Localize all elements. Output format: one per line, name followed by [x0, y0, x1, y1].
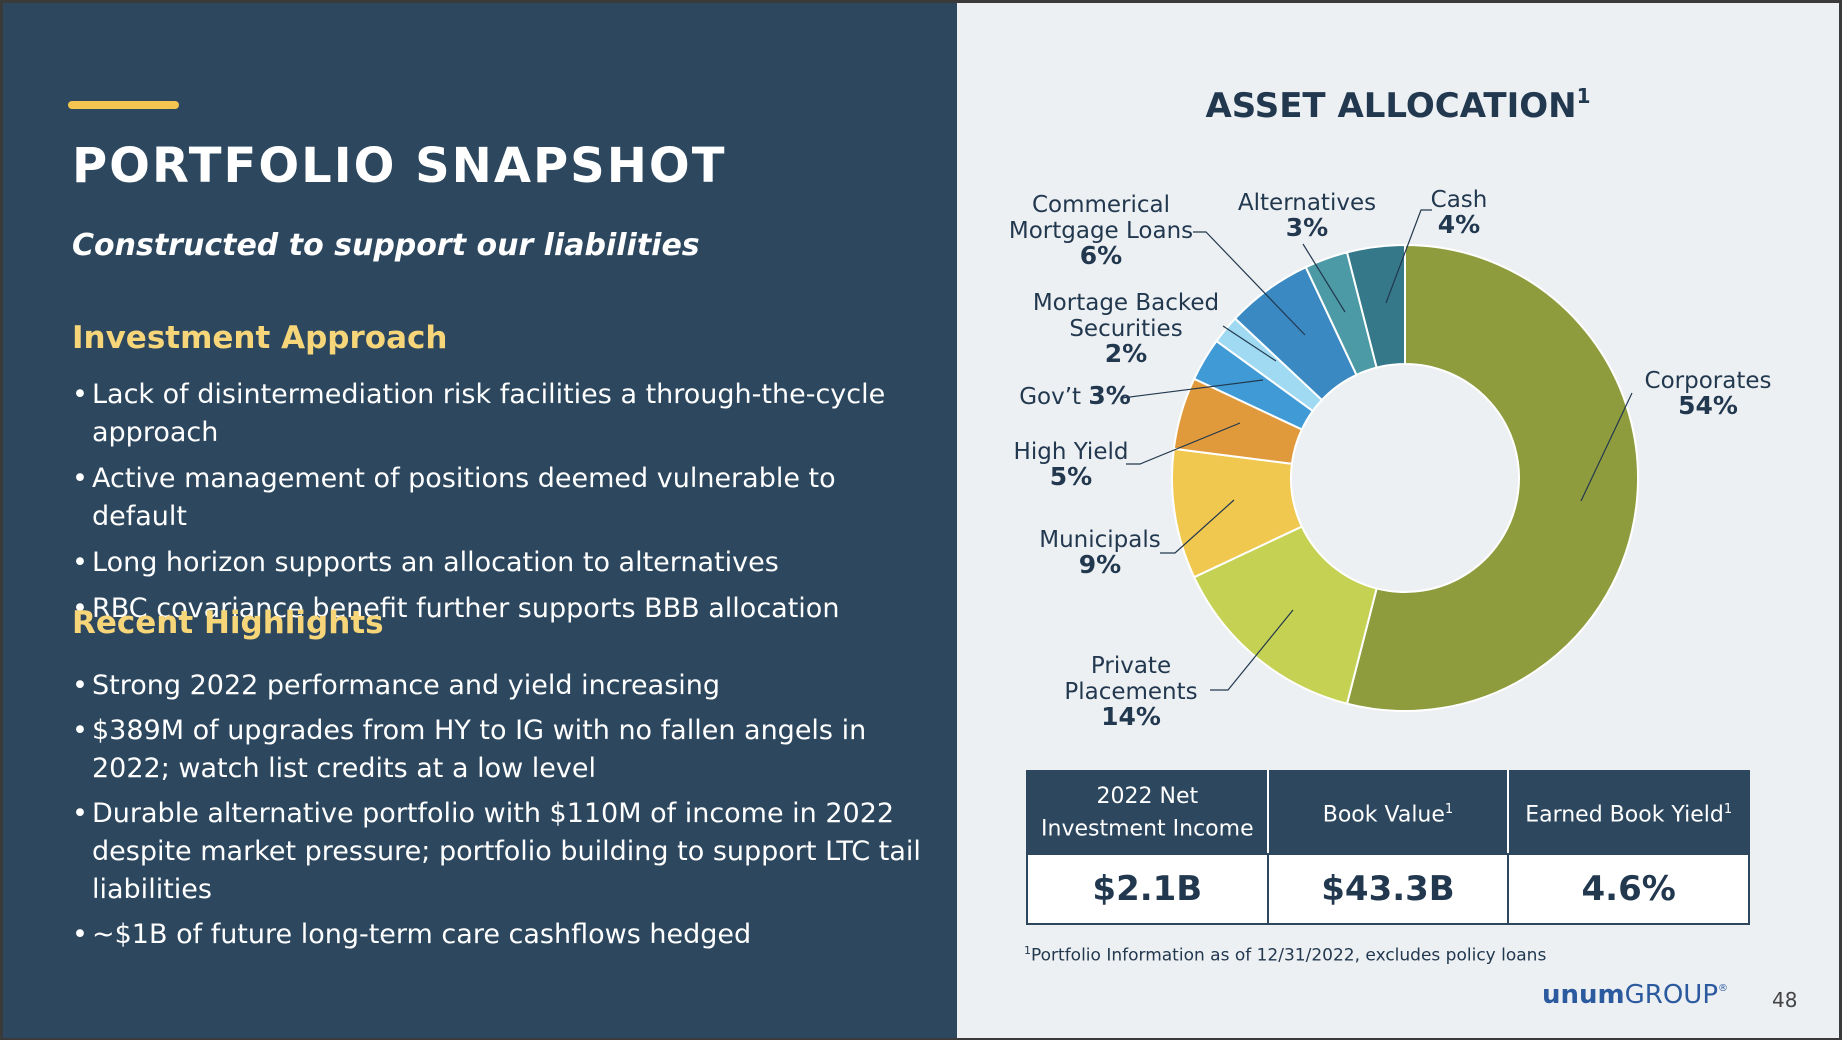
leader-line: [1126, 422, 1241, 465]
slice-label-value: 14%: [1101, 702, 1161, 731]
slice-label-name: Mortage Backed: [1033, 290, 1219, 316]
bullet-item: $389M of upgrades from HY to IG with no …: [72, 712, 932, 788]
investment-approach-heading: Investment Approach: [72, 320, 448, 356]
slice-label-name: Private: [1091, 653, 1171, 679]
stats-header-label: 2022 Net Investment Income: [1041, 783, 1254, 842]
bullet-item: Strong 2022 performance and yield increa…: [72, 667, 932, 705]
page-subtitle: Constructed to support our liabilities: [72, 228, 700, 263]
slice-label-value: 2%: [1105, 339, 1147, 368]
stats-header-book-value: Book Value1: [1266, 770, 1510, 855]
footnote: 1Portfolio Information as of 12/31/2022,…: [1024, 944, 1546, 966]
logo-registered-mark: ®: [1718, 983, 1729, 994]
bullet-item: Durable alternative portfolio with $110M…: [72, 795, 932, 909]
slice-label-name: High Yield: [1014, 439, 1129, 465]
page-title: PORTFOLIO SNAPSHOT: [72, 138, 727, 194]
bullet-item: RBC covariance benefit further supports …: [72, 590, 932, 628]
bullet-item: Lack of disintermediation risk facilitie…: [72, 376, 932, 452]
investment-approach-list: Lack of disintermediation risk facilitie…: [72, 376, 932, 636]
leader-line: [1193, 231, 1306, 336]
slice-label-value: 3%: [1088, 381, 1130, 410]
stats-header-earned-book-yield: Earned Book Yield1: [1507, 770, 1750, 855]
slice-label-name: Municipals: [1039, 527, 1161, 553]
leader-line: [1210, 609, 1294, 691]
leader-line: [1160, 499, 1235, 554]
logo-suffix: GROUP: [1624, 980, 1719, 1010]
bullet-item: Active management of positions deemed vu…: [72, 460, 932, 536]
slice-label-name: Cash: [1431, 187, 1488, 213]
recent-highlights-heading: Recent Highlights: [72, 605, 384, 641]
chart-title: ASSET ALLOCATION1: [957, 84, 1839, 126]
recent-highlights-list: Strong 2022 performance and yield increa…: [72, 667, 932, 961]
donut-slice-corporates: [1345, 243, 1639, 712]
footnote-text: Portfolio Information as of 12/31/2022, …: [1031, 945, 1547, 966]
slice-label-value: 9%: [1079, 550, 1121, 579]
donut-slice-private-placements: [1192, 525, 1378, 705]
stats-value-book-value: $43.3B: [1266, 853, 1510, 925]
slice-label: Gov’t 3%: [1019, 381, 1131, 410]
unum-group-logo: unumGROUP®: [1542, 980, 1728, 1010]
stats-header-label: Book Value: [1322, 802, 1445, 828]
slice-label-name: Mortgage Loans: [1009, 218, 1193, 244]
bullet-item: ~$1B of future long-term care cashflows …: [72, 916, 932, 954]
slice-label-name: Alternatives: [1238, 190, 1376, 216]
leader-line: [1580, 392, 1633, 502]
chart-title-text: ASSET ALLOCATION: [1205, 86, 1577, 126]
stats-header-net-investment-income: 2022 Net Investment Income: [1026, 770, 1269, 855]
title-accent-bar: [68, 101, 179, 109]
leader-line: [1302, 243, 1346, 313]
page-number: 48: [1772, 988, 1798, 1012]
footnote-marker: 1: [1024, 944, 1031, 957]
slice-label-name: Commerical: [1032, 192, 1170, 218]
slice-label-value: 54%: [1678, 391, 1738, 420]
stats-value-earned-book-yield: 4.6%: [1507, 853, 1750, 925]
slice-label-value: 3%: [1286, 213, 1328, 242]
slice-label-name: Gov’t: [1019, 384, 1088, 410]
donut-slice-cash: [1345, 243, 1406, 369]
stats-value-net-investment-income: $2.1B: [1026, 853, 1269, 925]
leader-line: [1222, 325, 1277, 362]
stats-value-row: $2.1B $43.3B 4.6%: [1026, 853, 1750, 925]
slice-label-name: Securities: [1069, 316, 1182, 342]
chart-title-footnote-marker: 1: [1576, 84, 1591, 108]
slice-label-name: Placements: [1064, 679, 1197, 705]
slice-label-value: 5%: [1050, 462, 1092, 491]
leader-line: [1121, 379, 1264, 399]
stats-header-row: 2022 Net Investment Income Book Value1 E…: [1026, 770, 1750, 855]
stats-header-sup: 1: [1444, 802, 1454, 818]
slice-label-value: 4%: [1438, 210, 1480, 239]
bullet-item: Long horizon supports an allocation to a…: [72, 544, 932, 582]
slice-label-value: 6%: [1080, 241, 1122, 270]
stats-table: 2022 Net Investment Income Book Value1 E…: [1026, 770, 1750, 925]
leader-line: [1385, 209, 1432, 304]
logo-word: unum: [1542, 980, 1625, 1010]
stats-header-label: Earned Book Yield: [1525, 802, 1724, 828]
stats-header-sup: 1: [1723, 802, 1733, 818]
slice-label-name: Corporates: [1645, 368, 1772, 394]
